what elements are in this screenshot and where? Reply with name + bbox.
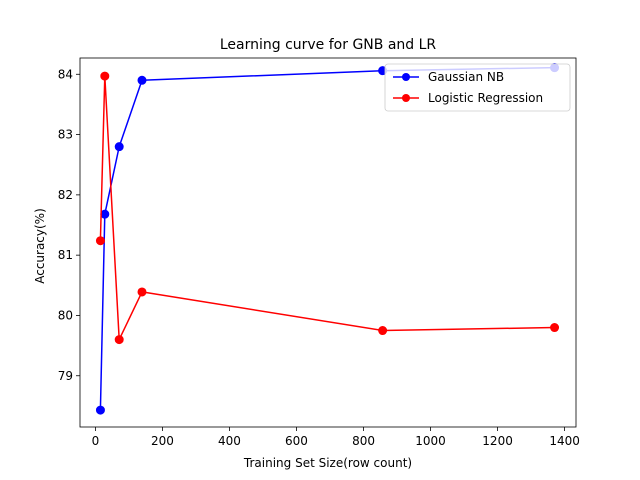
- data-point: [114, 335, 124, 345]
- legend-marker-2: [402, 94, 410, 102]
- x-tick-label: 400: [218, 434, 241, 448]
- x-tick-label: 200: [151, 434, 174, 448]
- y-tick-label: 84: [58, 67, 73, 81]
- x-tick-label: 1200: [482, 434, 513, 448]
- axes-frame: [79, 57, 577, 428]
- data-point: [137, 75, 147, 85]
- y-tick-label: 80: [58, 308, 73, 322]
- y-tick-label: 79: [58, 369, 73, 383]
- data-point: [550, 323, 560, 333]
- data-point: [95, 236, 105, 246]
- data-point: [378, 326, 388, 336]
- y-tick-label: 82: [58, 188, 73, 202]
- legend-box: [384, 63, 571, 112]
- data-point: [114, 142, 124, 152]
- chart-title: Learning curve for GNB and LR: [220, 37, 437, 53]
- y-axis-label: Accuracy(%): [33, 208, 47, 284]
- y-tick-label: 81: [58, 248, 73, 262]
- series-line-2: [99, 75, 555, 341]
- x-tick-label: 800: [352, 434, 375, 448]
- x-tick-label: 1400: [549, 434, 580, 448]
- x-axis-label: Training Set Size(row count): [243, 456, 412, 470]
- data-point: [137, 287, 147, 297]
- legend-label-2: Logistic Regression: [428, 91, 543, 105]
- plot-area: 0 200 400 600 800 1000 1200 1400 79 80 81 82 83 84 Gau…: [58, 57, 580, 448]
- x-tick-label: 600: [285, 434, 308, 448]
- legend-label-1: Gaussian NB: [428, 70, 504, 84]
- data-point: [100, 71, 110, 81]
- data-point: [95, 405, 105, 415]
- data-point: [100, 209, 110, 219]
- x-tick-label: 0: [92, 434, 100, 448]
- y-tick-label: 83: [58, 128, 73, 142]
- legend-marker-1: [402, 73, 410, 81]
- x-tick-label: 1000: [415, 434, 446, 448]
